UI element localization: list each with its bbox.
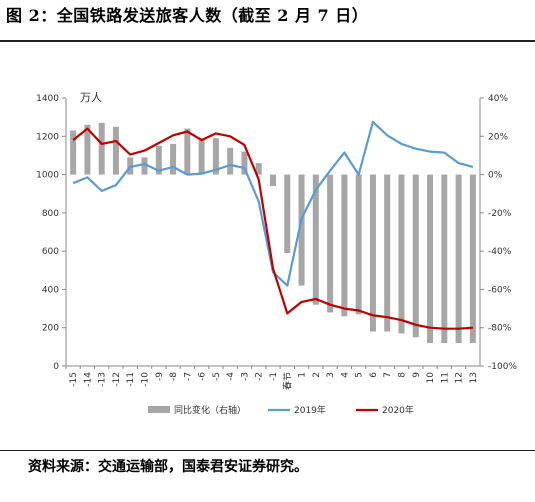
y-right-tick-label: 0% <box>488 171 503 181</box>
bar <box>355 174 362 315</box>
x-tick-label: 9 <box>412 372 422 378</box>
y-left-tick-label: 1000 <box>36 171 59 181</box>
bar <box>341 174 348 317</box>
bar <box>255 163 262 175</box>
x-tick-label: 2 <box>312 372 322 378</box>
y-left-tick-label: 1400 <box>36 94 59 104</box>
x-tick-label: 4 <box>340 372 350 378</box>
x-tick-label: -9 <box>155 372 165 381</box>
bars-layer <box>70 122 476 344</box>
legend-label: 同比变化（右轴） <box>174 404 246 416</box>
bar <box>455 174 462 344</box>
bar <box>198 138 205 175</box>
x-tick-label: -14 <box>83 372 93 387</box>
x-tick-label: 5 <box>355 372 365 378</box>
x-tick-label: -10 <box>141 372 151 387</box>
bar <box>84 124 91 175</box>
x-tick-label: -5 <box>212 372 222 381</box>
legend-layer: 同比变化（右轴） 2019年 2020年 <box>148 404 414 416</box>
bar <box>469 174 476 344</box>
bar <box>369 174 376 332</box>
series-line-2019 <box>72 120 474 287</box>
series-line-2020 <box>72 127 473 330</box>
bar <box>98 122 105 175</box>
bar <box>212 138 219 175</box>
x-tick-label: -3 <box>240 372 250 381</box>
x-tick-label: 1 <box>298 372 308 378</box>
bar <box>70 130 77 175</box>
y-left-tick-label: 1200 <box>36 132 59 142</box>
bar <box>155 145 162 175</box>
y-left-tick-label: 600 <box>42 247 59 257</box>
y-right-tick-label: -80% <box>488 324 512 334</box>
bar <box>270 174 276 187</box>
x-tick-label: 8 <box>397 372 407 378</box>
bar <box>298 174 305 286</box>
y-right-tick-label: 40% <box>488 94 508 104</box>
x-tick-label: -4 <box>226 372 236 381</box>
bar <box>327 174 334 313</box>
bar <box>384 174 391 332</box>
x-tick-label: -11 <box>126 372 136 387</box>
bar <box>184 128 191 175</box>
bar <box>241 151 248 175</box>
x-tick-label: -13 <box>98 372 108 387</box>
x-tick-label: 7 <box>383 372 393 378</box>
bar <box>312 174 319 305</box>
bar <box>427 174 434 344</box>
lines-layer <box>72 120 474 330</box>
bar <box>412 174 419 338</box>
x-tick-label: -6 <box>198 372 208 381</box>
x-tick-label: -1 <box>269 372 279 381</box>
legend-swatch-bar <box>148 406 170 413</box>
source-divider <box>0 450 535 451</box>
x-tick-label: 10 <box>426 372 436 384</box>
x-tick-label: 13 <box>469 372 479 383</box>
y-left-tick-label: 0 <box>53 362 59 372</box>
y-right-tick-label: -60% <box>488 285 512 295</box>
y-right-tick-label: -40% <box>488 247 512 257</box>
x-tick-label: 春节 <box>281 372 293 390</box>
y-left-unit-label: 万人 <box>80 91 102 104</box>
x-tick-label: -15 <box>69 372 79 387</box>
x-tick-label: 11 <box>440 372 450 383</box>
x-tick-label: 6 <box>369 372 379 378</box>
y-right-tick-label: -100% <box>488 362 517 372</box>
bar <box>441 174 448 344</box>
x-tick-label: 12 <box>455 372 465 383</box>
x-tick-label: -7 <box>183 372 193 381</box>
x-tick-label: -2 <box>255 372 265 381</box>
legend-label: 2019年 <box>294 404 326 416</box>
legend-label: 2020年 <box>382 404 414 416</box>
y-left-tick-label: 200 <box>42 324 59 334</box>
chart: 0200400600800100012001400-100%-80%-60%-4… <box>36 91 517 416</box>
x-tick-label: -8 <box>169 372 179 381</box>
bar <box>284 174 291 254</box>
axes-layer: 0 200 400 600 800 1000 1200 1400 -100% -80% -60% -4… <box>36 91 517 372</box>
title-divider <box>0 40 535 42</box>
page-title: 图 2：全国铁路发送旅客人数（截至 2 月 7 日） <box>6 6 369 25</box>
x-tick-label: -12 <box>112 372 122 387</box>
bar <box>227 147 234 175</box>
y-right-tick-label: -20% <box>488 209 512 219</box>
source-note: 资料来源：交通运输部，国泰君安证券研究。 <box>28 459 308 475</box>
bar <box>112 126 119 175</box>
y-left-tick-label: 400 <box>42 285 59 295</box>
y-right-tick-label: 20% <box>488 132 508 142</box>
labels-layer: -15 -14 -13 -12 -11 -10 -9 -8 -7 -6 -5 -4 -3 -2 -1 春节 1 2… <box>69 372 479 390</box>
bar <box>170 143 177 175</box>
bar <box>141 157 148 175</box>
x-tick-label: 3 <box>326 372 336 378</box>
bar <box>398 174 405 334</box>
y-left-tick-label: 800 <box>42 209 59 219</box>
